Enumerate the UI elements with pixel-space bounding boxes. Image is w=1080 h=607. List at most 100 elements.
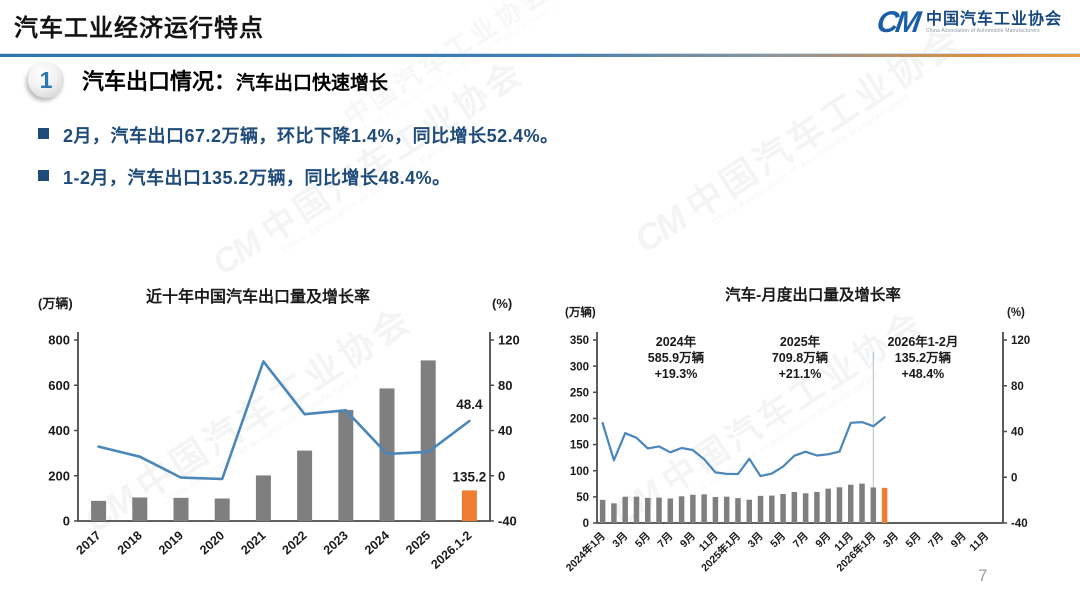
year-annotation: 135.2万辆 <box>895 350 952 365</box>
year-annotation: 2026年1-2月 <box>887 334 958 349</box>
x-tick-label: 7月 <box>791 530 811 550</box>
x-tick-label: 2023 <box>321 528 351 557</box>
y-left-tick-label: 0 <box>583 518 589 530</box>
x-tick-label: 2019 <box>156 528 186 557</box>
section-number-badge: 1 <box>28 62 64 98</box>
bar <box>836 487 843 523</box>
bar <box>746 499 752 523</box>
bar <box>814 491 820 523</box>
list-item: 1-2月，汽车出口135.2万辆，同比增长48.4%。 <box>38 164 559 190</box>
bar <box>678 496 685 523</box>
caam-logo: CM 中国汽车工业协会 China Association of Automob… <box>875 6 1062 40</box>
x-tick-label: 2025 <box>403 528 433 557</box>
y-right-tick-label: -40 <box>498 514 517 529</box>
bar <box>859 483 865 523</box>
section-title: 汽车出口情况： <box>82 69 237 94</box>
bar <box>825 488 831 523</box>
x-tick-label: 9月 <box>813 530 833 550</box>
bar <box>91 500 107 521</box>
bar <box>420 360 436 521</box>
bullet-text: 2月，汽车出口67.2万辆，环比下降1.4%，同比增长52.4%。 <box>63 126 559 146</box>
x-tick-label: 2017 <box>74 528 104 557</box>
x-tick-label: 7月 <box>655 530 675 550</box>
y-axis-left-unit: (万辆) <box>38 296 73 311</box>
x-tick-label: 2024 <box>362 528 392 557</box>
bar <box>848 484 854 523</box>
caam-watermark-logo-icon: CM <box>205 224 268 283</box>
y-right-tick-label: 80 <box>1011 381 1024 393</box>
y-axis-right-unit: (%) <box>1007 307 1025 319</box>
x-tick-label: 2020 <box>197 528 227 557</box>
bullet-square-icon <box>38 128 49 139</box>
year-annotation: 2024年 <box>656 334 697 349</box>
x-tick-label: 2021 <box>238 528 268 557</box>
y-right-tick-label: -40 <box>1011 518 1028 530</box>
bar <box>780 493 786 523</box>
annual-export-combo-chart: 近十年中国汽车出口量及增长率 (万辆) (%) 0 200 400 600 800 -40 0 40… <box>38 287 520 572</box>
year-annotation: 585.9万辆 <box>648 350 705 365</box>
y-left-tick-label: 600 <box>48 378 70 393</box>
y-left-tick-label: 300 <box>570 361 589 373</box>
bar <box>769 495 775 523</box>
bar <box>255 475 271 521</box>
y-left-tick-label: 200 <box>570 414 589 426</box>
section-subtitle: 汽车出口快速增长 <box>236 73 389 94</box>
x-tick-label: 5月 <box>633 530 653 550</box>
bar <box>712 497 719 523</box>
y-right-tick-label: 0 <box>498 468 505 483</box>
bar <box>611 503 617 523</box>
y-left-tick-label: 350 <box>570 335 589 347</box>
bar <box>173 497 189 521</box>
x-tick-label: 2018 <box>115 528 145 557</box>
y-right-tick-label: 120 <box>498 333 520 348</box>
data-label: 48.4 <box>456 397 483 412</box>
x-tick-label: 9月 <box>678 530 698 550</box>
y-left-tick-label: 400 <box>48 423 70 438</box>
y-right-tick-label: 0 <box>1011 472 1017 484</box>
page-title: 汽车工业经济运行特点 <box>14 15 264 42</box>
year-annotation: +48.4% <box>902 367 945 381</box>
y-right-tick-label: 120 <box>1011 335 1030 347</box>
x-tick-label: 3月 <box>746 530 766 550</box>
x-tick-label: 2026.1-2 <box>428 528 474 571</box>
bar <box>622 496 628 523</box>
chart-annual-exports: 近十年中国汽车出口量及增长率 (万辆) (%) 0 200 400 600 800 -40 0 40… <box>30 282 530 605</box>
year-annotation: +21.1% <box>779 367 822 381</box>
chart-title: 汽车-月度出口量及增长率 <box>725 285 901 304</box>
logo-name-en: China Association of Automobile Manufact… <box>925 28 1040 35</box>
chart-title: 近十年中国汽车出口量及增长率 <box>146 287 370 306</box>
y-left-tick-label: 800 <box>48 333 70 348</box>
y-axis-left-unit: (万辆) <box>565 305 596 319</box>
caam-watermark-logo-icon: CM <box>626 197 693 261</box>
y-left-tick-label: 250 <box>570 387 589 399</box>
bullet-text: 1-2月，汽车出口135.2万辆，同比增长48.4%。 <box>63 168 451 188</box>
y-right-tick-label: 40 <box>1011 427 1024 439</box>
x-tick-label: 5月 <box>903 530 923 550</box>
x-tick-label: 9月 <box>949 530 969 550</box>
y-left-tick-label: 200 <box>48 468 70 483</box>
bar <box>690 494 696 523</box>
list-item: 2月，汽车出口67.2万辆，环比下降1.4%，同比增长52.4%。 <box>38 122 559 148</box>
y-right-tick-label: 80 <box>498 378 512 393</box>
page-number: 7 <box>978 566 988 585</box>
section-header: 1 汽车出口情况：汽车出口快速增长 <box>28 62 388 98</box>
x-tick-label: 3月 <box>881 530 901 550</box>
year-annotation: 2025年 <box>780 334 821 349</box>
growth-rate-line <box>601 416 886 478</box>
caam-logo-icon: CM <box>875 6 921 39</box>
bars-group <box>91 360 477 521</box>
x-tick-label: 5月 <box>768 530 788 550</box>
x-tick-label: 2022 <box>280 528 310 557</box>
bar <box>723 496 730 523</box>
bar <box>297 450 313 521</box>
y-left-tick-label: 0 <box>63 514 70 529</box>
y-axis-right-unit: (%) <box>492 296 512 311</box>
bullet-square-icon <box>38 170 49 181</box>
y-left-tick-label: 50 <box>576 492 589 504</box>
bar <box>735 498 741 523</box>
bar <box>870 487 877 523</box>
bar <box>667 498 674 523</box>
bar <box>645 497 651 523</box>
bar <box>701 494 707 523</box>
